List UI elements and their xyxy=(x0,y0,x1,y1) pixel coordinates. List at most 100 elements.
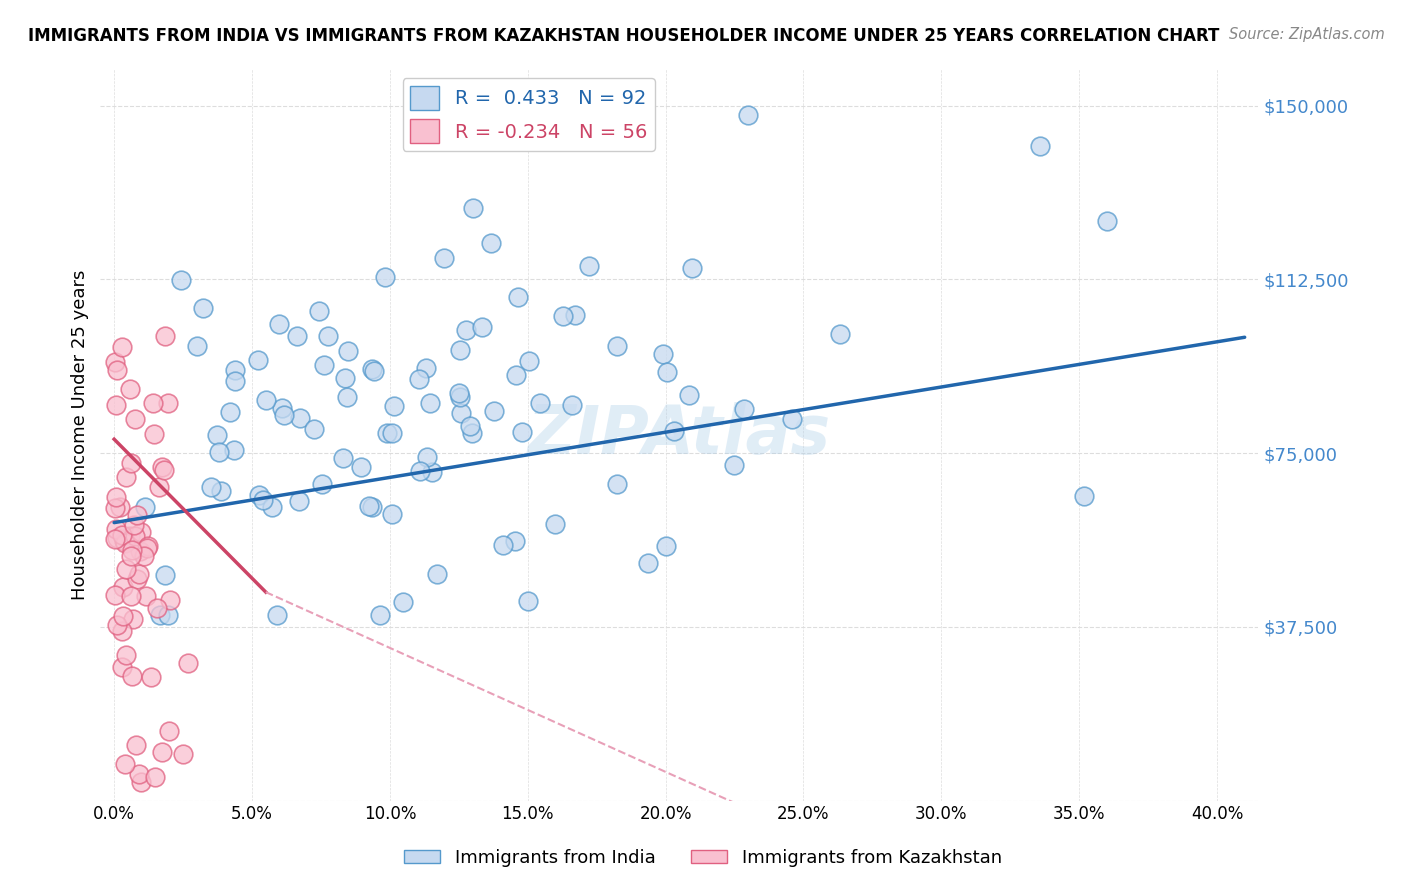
Point xyxy=(146,601,169,615)
Point xyxy=(134,549,156,563)
Point xyxy=(828,327,851,342)
Point xyxy=(124,411,146,425)
Point xyxy=(382,399,405,413)
Point xyxy=(450,406,472,420)
Point xyxy=(312,358,335,372)
Point xyxy=(105,522,128,536)
Point xyxy=(288,494,311,508)
Point xyxy=(128,544,150,558)
Point xyxy=(508,290,530,304)
Point xyxy=(121,669,143,683)
Point xyxy=(564,308,586,322)
Point xyxy=(246,352,269,367)
Point xyxy=(111,580,134,594)
Point xyxy=(157,396,180,410)
Point xyxy=(121,542,143,557)
Point xyxy=(375,425,398,440)
Point xyxy=(111,528,134,542)
Point xyxy=(115,470,138,484)
Point xyxy=(112,533,135,548)
Point xyxy=(157,724,180,739)
Point xyxy=(105,618,128,632)
Point xyxy=(409,464,432,478)
Point xyxy=(363,364,385,378)
Point xyxy=(510,425,533,440)
Point xyxy=(120,456,142,470)
Point xyxy=(143,426,166,441)
Point xyxy=(318,329,340,343)
Point xyxy=(125,508,148,522)
Point xyxy=(416,450,439,464)
Point xyxy=(505,533,527,548)
Point xyxy=(111,624,134,638)
Point xyxy=(150,745,173,759)
Point xyxy=(136,539,159,553)
Point xyxy=(733,402,755,417)
Point xyxy=(193,301,215,315)
Point xyxy=(415,361,437,376)
Point xyxy=(260,500,283,514)
Point xyxy=(561,398,583,412)
Point xyxy=(104,532,127,546)
Point xyxy=(124,517,146,532)
Point xyxy=(304,422,326,436)
Point xyxy=(128,567,150,582)
Point xyxy=(112,608,135,623)
Point xyxy=(311,476,333,491)
Point xyxy=(110,500,132,515)
Point xyxy=(519,354,541,368)
Point xyxy=(606,339,628,353)
Point xyxy=(224,374,246,388)
Point xyxy=(124,529,146,543)
Point xyxy=(149,608,172,623)
Point xyxy=(104,398,127,412)
Point xyxy=(222,443,245,458)
Point xyxy=(426,566,449,581)
Legend: Immigrants from India, Immigrants from Kazakhstan: Immigrants from India, Immigrants from K… xyxy=(396,842,1010,874)
Point xyxy=(120,549,142,563)
Point xyxy=(157,608,180,623)
Point xyxy=(332,450,354,465)
Point xyxy=(655,365,678,379)
Point xyxy=(678,387,700,401)
Point xyxy=(219,405,242,419)
Point xyxy=(408,372,430,386)
Point xyxy=(336,390,359,404)
Point xyxy=(374,269,396,284)
Point xyxy=(479,235,502,250)
Point xyxy=(153,463,176,477)
Point xyxy=(205,427,228,442)
Point xyxy=(129,774,152,789)
Point xyxy=(139,670,162,684)
Point xyxy=(104,490,127,504)
Point xyxy=(606,477,628,491)
Point xyxy=(252,493,274,508)
Point xyxy=(359,499,381,513)
Text: Source: ZipAtlas.com: Source: ZipAtlas.com xyxy=(1229,27,1385,42)
Point xyxy=(433,252,456,266)
Point xyxy=(381,425,404,440)
Text: IMMIGRANTS FROM INDIA VS IMMIGRANTS FROM KAZAKHSTAN HOUSEHOLDER INCOME UNDER 25 : IMMIGRANTS FROM INDIA VS IMMIGRANTS FROM… xyxy=(28,27,1219,45)
Point xyxy=(1028,139,1050,153)
Point xyxy=(172,747,194,762)
Point xyxy=(461,201,484,215)
Point xyxy=(150,459,173,474)
Point xyxy=(200,479,222,493)
Point xyxy=(471,320,494,334)
Point xyxy=(381,507,404,521)
Point xyxy=(491,538,513,552)
Y-axis label: Householder Income Under 25 years: Householder Income Under 25 years xyxy=(72,269,89,599)
Point xyxy=(780,412,803,426)
Point xyxy=(350,460,373,475)
Point xyxy=(249,488,271,502)
Point xyxy=(208,445,231,459)
Point xyxy=(652,347,675,361)
Point xyxy=(723,458,745,473)
Point xyxy=(1073,489,1095,503)
Point xyxy=(578,259,600,273)
Point xyxy=(544,517,567,532)
Point xyxy=(516,594,538,608)
Point xyxy=(159,592,181,607)
Point xyxy=(254,393,277,408)
Point xyxy=(104,588,127,602)
